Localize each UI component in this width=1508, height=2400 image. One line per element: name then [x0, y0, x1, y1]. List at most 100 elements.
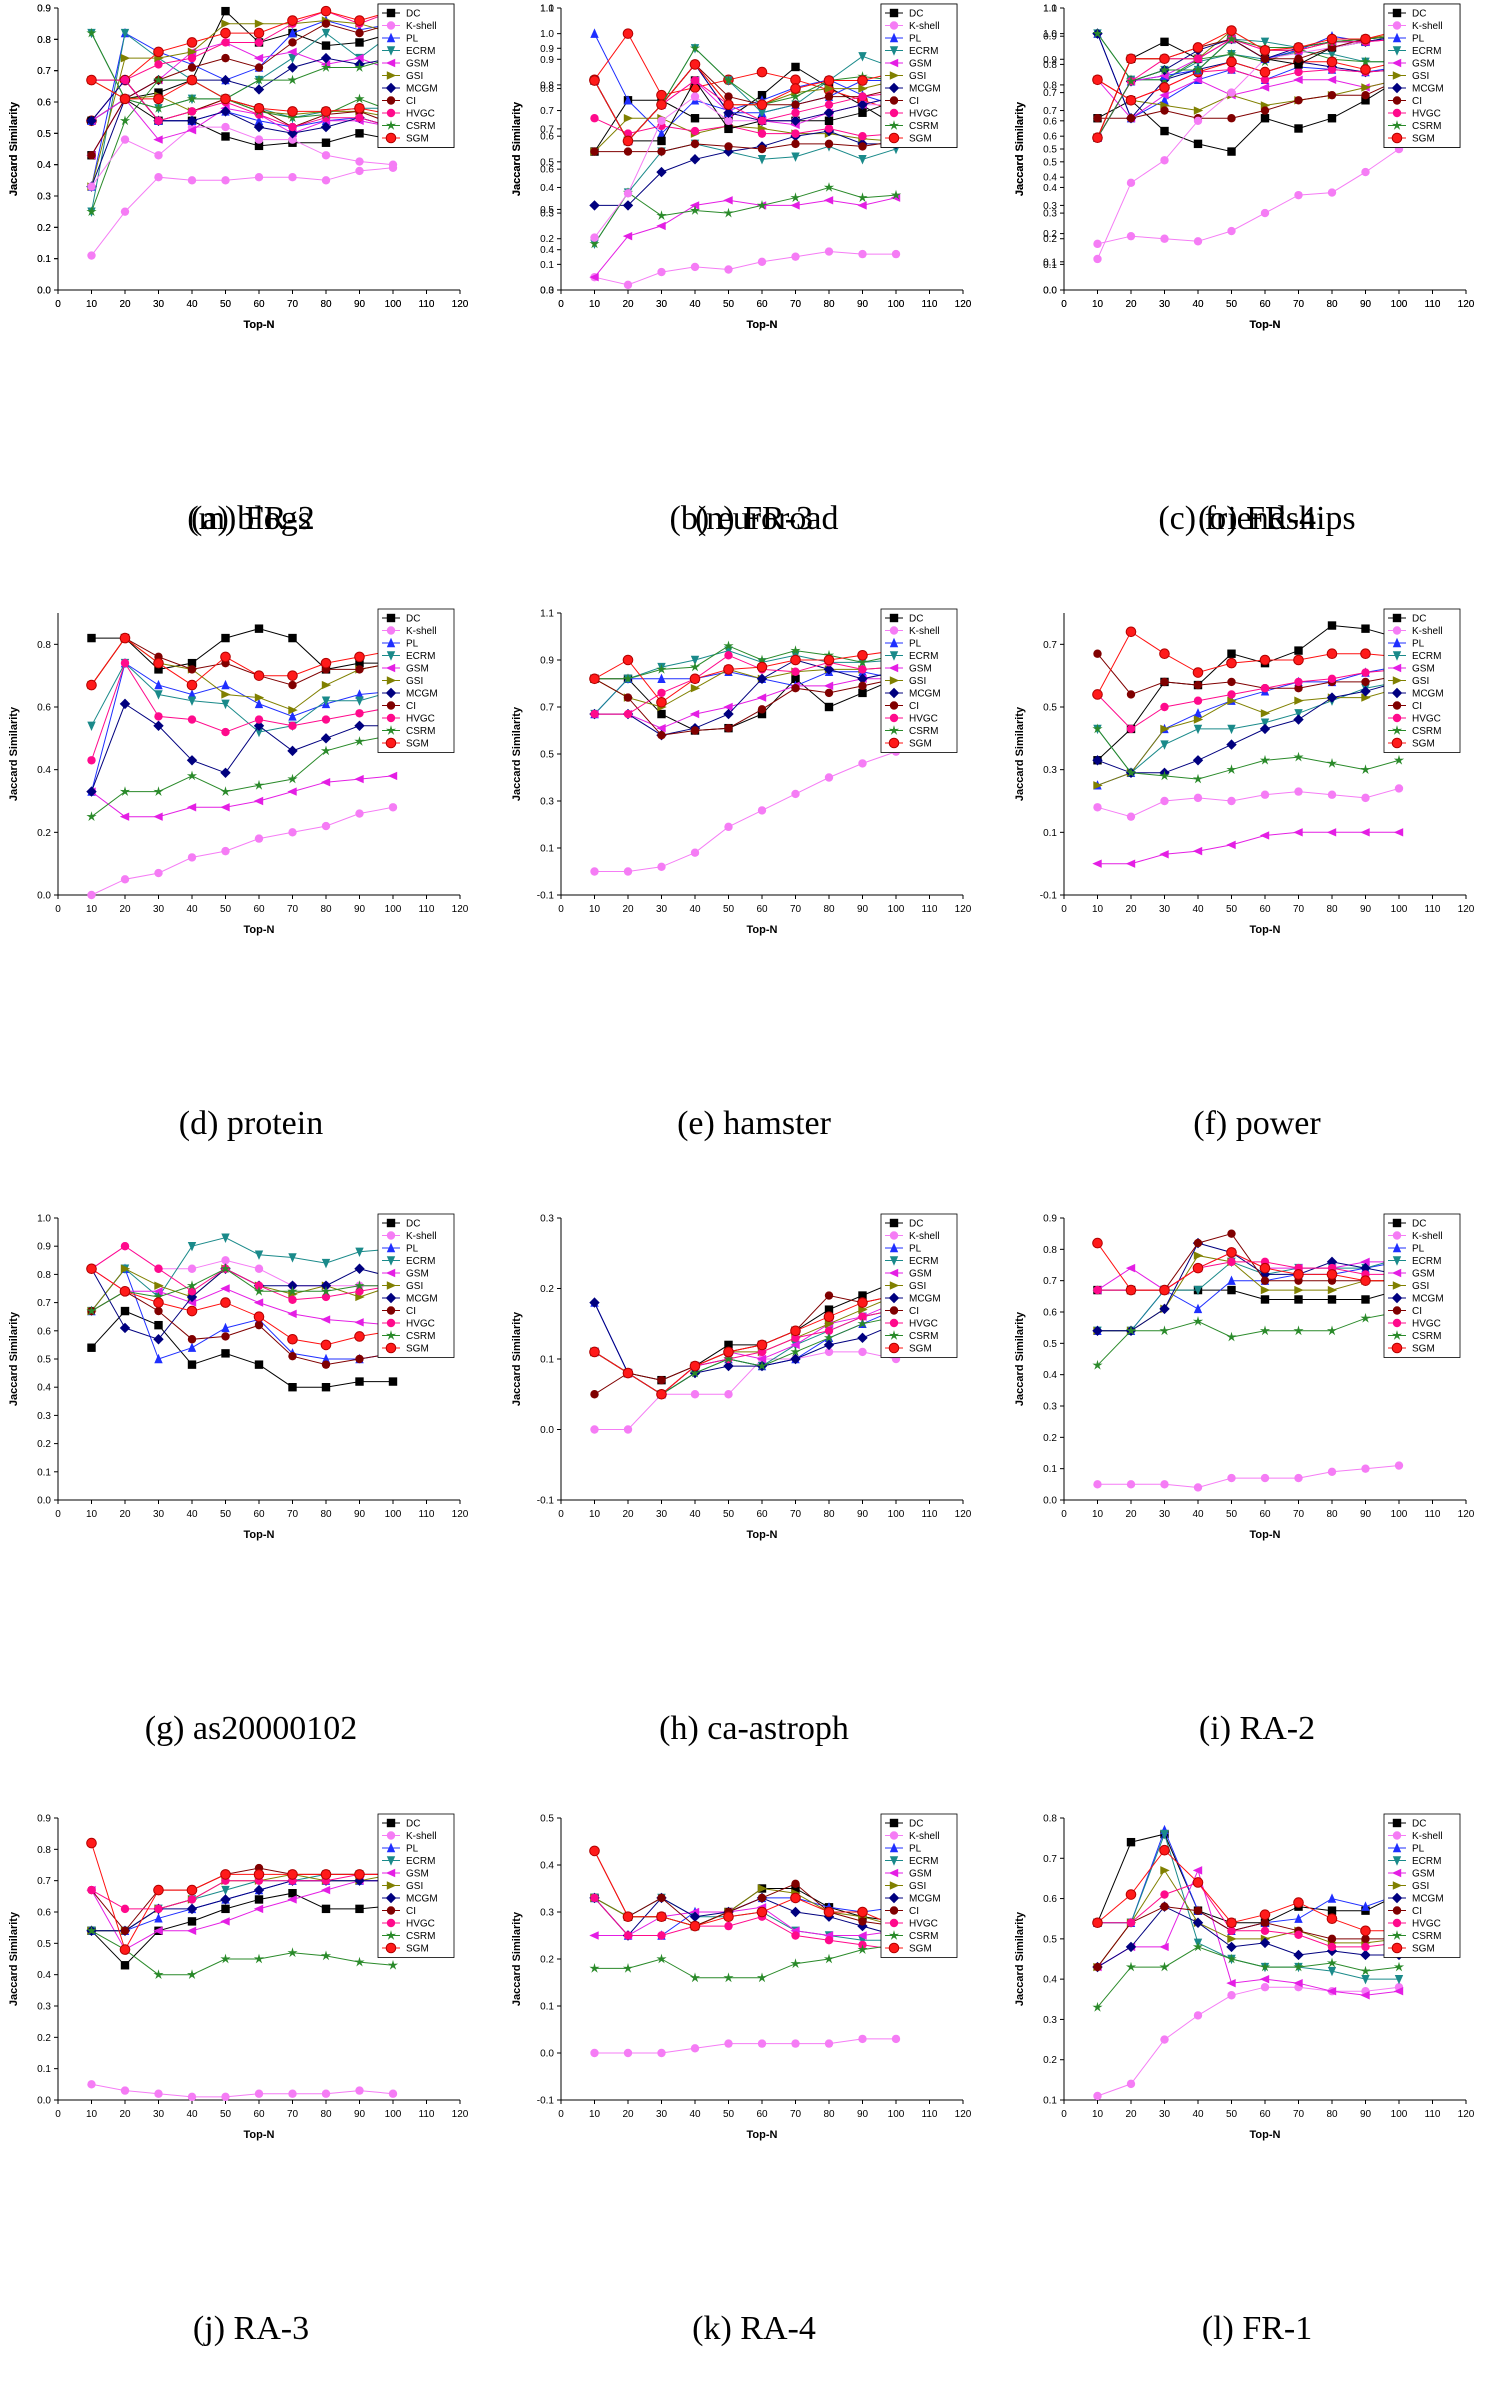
data-point	[824, 116, 834, 125]
data-point	[1160, 740, 1169, 750]
series-csrm	[589, 182, 902, 249]
data-point	[723, 1911, 734, 1922]
data-point	[1125, 75, 1137, 86]
data-point	[287, 1947, 298, 1958]
y-tick-label: 0.6	[1043, 132, 1057, 143]
data-point	[153, 1969, 164, 1979]
series-dc	[590, 674, 901, 735]
subfigure-caption: (c) friendships	[1158, 500, 1356, 537]
legend-label: ECRM	[1412, 1256, 1441, 1267]
subfigure-caption: (a) blogs	[191, 500, 311, 537]
series-sgm	[86, 1837, 399, 1955]
data-point	[823, 196, 834, 205]
legend-label: HVGC	[909, 1919, 938, 1930]
y-tick-label: 0.7	[1043, 106, 1057, 117]
data-point	[1260, 54, 1270, 63]
x-tick-label: 20	[119, 2109, 131, 2120]
x-axis-label: Top-N	[747, 2129, 778, 2141]
x-tick-label: 100	[888, 904, 905, 915]
y-tick-label: 0.6	[1043, 1894, 1057, 1905]
x-tick-label: 100	[1391, 2109, 1408, 2120]
y-tick-label: -0.1	[537, 891, 555, 902]
series-line	[1097, 79, 1400, 153]
data-point	[254, 173, 264, 182]
legend-label: PL	[909, 1844, 922, 1855]
data-point	[1193, 2011, 1203, 2020]
y-tick-label: 0.4	[540, 1861, 554, 1872]
y-tick-label: 0.0	[37, 286, 51, 297]
data-point	[1160, 796, 1169, 806]
series-dc	[1093, 1829, 1404, 1927]
data-point	[857, 1944, 868, 1954]
data-point	[1227, 1934, 1237, 1944]
data-point	[824, 1936, 834, 1945]
x-tick-label: 0	[55, 1509, 61, 1520]
series-line	[1097, 35, 1400, 138]
legend-marker	[889, 96, 899, 105]
data-point	[1294, 54, 1303, 63]
series-dc	[87, 1306, 398, 1392]
x-tick-label: 10	[589, 2109, 601, 2120]
data-point	[320, 1885, 331, 1895]
data-point	[1193, 680, 1203, 690]
series-sgm	[589, 1845, 902, 1932]
series-line	[594, 654, 897, 715]
data-point	[690, 2044, 700, 2053]
data-point	[690, 684, 701, 693]
series-line	[594, 678, 897, 732]
x-tick-label: 30	[656, 2109, 668, 2120]
series-k-shell	[590, 747, 901, 876]
series-line	[594, 186, 897, 245]
data-point	[221, 132, 230, 141]
data-point	[791, 152, 800, 162]
data-point	[1092, 859, 1102, 868]
x-tick-label: 20	[622, 1509, 634, 1520]
series-line	[1097, 788, 1400, 818]
y-tick-label: 0.6	[1043, 116, 1057, 127]
data-point	[1360, 1925, 1371, 1937]
legend-marker	[1391, 663, 1402, 673]
data-point	[355, 1247, 364, 1258]
data-point	[1360, 764, 1371, 774]
data-point	[790, 1353, 801, 1365]
legend-label: CI	[909, 701, 919, 712]
x-tick-label: 10	[589, 299, 601, 310]
series-line	[91, 98, 394, 147]
y-tick-label: 0.2	[1043, 229, 1057, 240]
series-line	[91, 23, 394, 156]
data-point	[288, 705, 298, 715]
series-line	[1097, 668, 1400, 730]
legend-label: GSM	[909, 59, 932, 70]
data-point	[287, 128, 298, 139]
y-tick-label: 0.9	[1043, 32, 1057, 43]
data-point	[154, 665, 163, 674]
y-tick-label: 0.9	[37, 1814, 51, 1825]
legend-label: CSRM	[909, 1331, 938, 1342]
legend-label: K-shell	[909, 626, 940, 637]
legend-label: DC	[1412, 9, 1426, 20]
axes: 0 10 20 30 40 50 60 70 80 90 100 110 1200.00.10.20.3…	[1043, 1214, 1475, 1521]
legend-marker	[385, 1292, 397, 1304]
y-tick-label: 0.7	[37, 66, 51, 77]
axes: 0 10 20 30 40 50 60 70 80 90 100 110 1200.00.10.20.3…	[37, 4, 469, 311]
series-line	[594, 47, 897, 142]
data-point	[186, 803, 197, 812]
data-point	[1259, 1961, 1271, 1972]
data-point	[1293, 1949, 1304, 1961]
data-point	[622, 200, 634, 211]
data-point	[1159, 850, 1169, 859]
data-point	[858, 1917, 867, 1926]
data-point	[823, 75, 835, 86]
data-point	[1227, 724, 1236, 735]
data-point	[1259, 1974, 1270, 1984]
data-point	[287, 745, 298, 757]
data-point	[221, 1233, 230, 1243]
legend-marker	[1392, 1856, 1402, 1866]
x-tick-label: 100	[1391, 1509, 1408, 1520]
data-point	[1360, 56, 1371, 67]
data-point	[120, 1306, 130, 1316]
data-point	[221, 679, 230, 690]
legend-label: CSRM	[909, 726, 938, 737]
data-point	[186, 126, 197, 135]
